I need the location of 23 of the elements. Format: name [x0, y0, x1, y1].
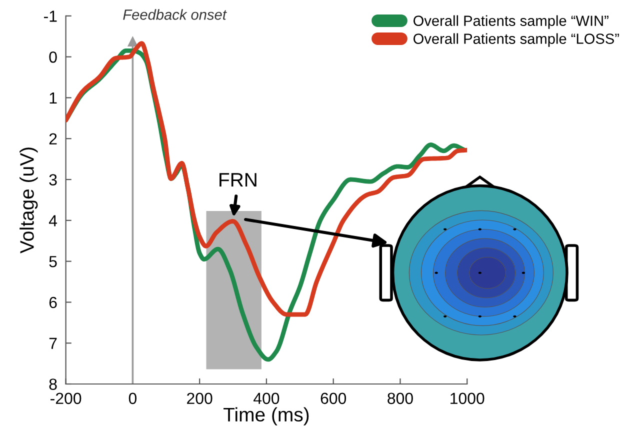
y-tick-label: 6 [49, 296, 57, 308]
y-tick-label: 1 [50, 92, 57, 104]
annotation: FRN [220, 173, 256, 187]
x-axis-title: Time (ms) [224, 407, 309, 426]
y-tick-label: 3 [49, 174, 57, 186]
y-tick-label: 4 [48, 215, 58, 226]
x-tick-label: 200 [187, 392, 212, 404]
x-tick-label: 800 [388, 392, 413, 404]
x-tick-label: 600 [320, 392, 346, 404]
y-tick-label: 8 [49, 378, 57, 390]
y-axis-title: Voltage (uV) [20, 148, 38, 254]
legend-label: Overall Patients sample “WIN” [414, 15, 608, 29]
x-tick-label: 0 [128, 392, 137, 404]
y-tick-label: 5 [49, 256, 57, 268]
y-tick-label: 2 [49, 133, 57, 144]
ref-line-label: Feedback onset [123, 9, 227, 20]
x-tick-label: 1000 [450, 392, 484, 404]
x-tick-label: -200 [50, 392, 82, 404]
y-tick-label: 0 [49, 51, 57, 63]
y-tick-label: 7 [49, 338, 57, 349]
legend-label: Overall Patients sample “LOSS” [414, 33, 619, 47]
y-tick-label: -1 [44, 10, 57, 22]
x-tick-label: 400 [254, 392, 280, 404]
